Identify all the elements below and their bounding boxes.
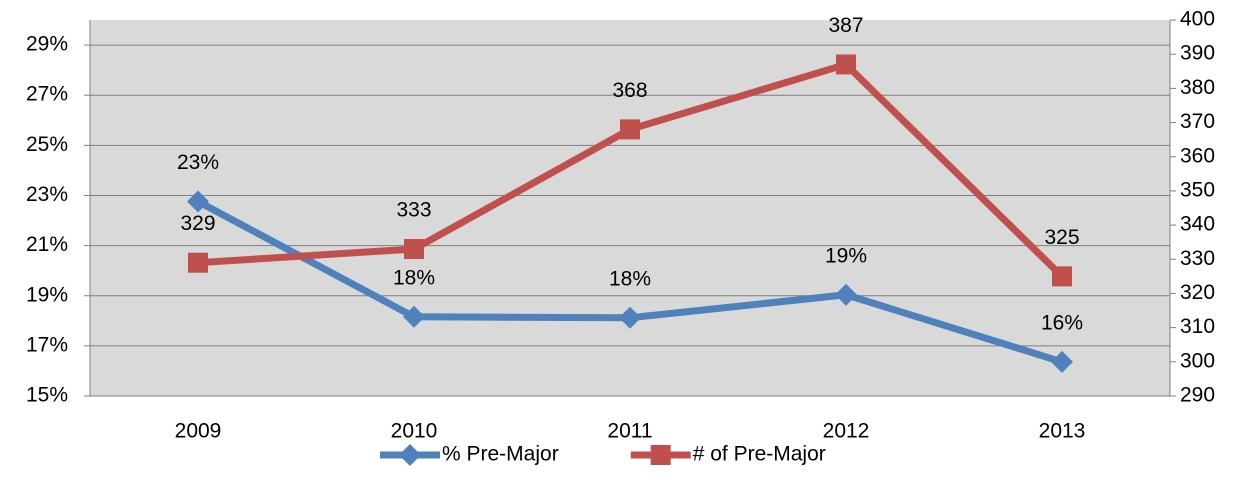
y-tick-label: 23%: [26, 183, 68, 206]
legend-label: % Pre-Major: [442, 443, 559, 466]
data-label: 18%: [393, 266, 435, 289]
x-tick-label: 2011: [607, 420, 652, 443]
x-tick-label: 2013: [1039, 420, 1086, 443]
data-point: [404, 239, 424, 260]
plot-area: [90, 20, 1170, 396]
y2-tick-label: 300: [1180, 349, 1215, 372]
legend-marker: [650, 445, 671, 465]
data-point: [1052, 266, 1072, 287]
y2-tick-label: 400: [1180, 8, 1215, 31]
legend-marker: [399, 444, 421, 466]
y2-tick-label: 310: [1180, 315, 1215, 338]
data-label: 387: [828, 14, 863, 37]
y-tick-label: 25%: [26, 133, 68, 156]
y2-tick-label: 340: [1180, 213, 1215, 236]
data-label: 16%: [1041, 311, 1083, 334]
y2-tick-label: 330: [1180, 247, 1215, 270]
data-label: 333: [396, 199, 431, 222]
data-point: [188, 252, 208, 273]
data-label: 329: [180, 212, 215, 235]
y-tick-label: 15%: [26, 384, 68, 407]
y-tick-label: 21%: [26, 233, 68, 256]
y2-tick-label: 290: [1180, 384, 1215, 407]
y-tick-label: 27%: [26, 83, 68, 106]
data-point: [403, 305, 425, 328]
y2-tick-label: 350: [1180, 178, 1215, 201]
legend-label: # of Pre-Major: [693, 443, 826, 466]
y2-tick-label: 390: [1180, 42, 1215, 65]
data-point: [835, 283, 857, 306]
y2-tick-label: 370: [1180, 110, 1215, 133]
data-point: [619, 306, 641, 329]
x-tick-label: 2009: [175, 420, 222, 443]
data-label: 18%: [609, 267, 651, 290]
data-point: [187, 190, 209, 213]
y2-tick-label: 360: [1180, 144, 1215, 167]
y-tick-label: 29%: [26, 33, 68, 56]
y-tick-label: 17%: [26, 333, 68, 356]
data-point: [1051, 350, 1073, 373]
data-label: 23%: [177, 151, 219, 174]
data-label: 19%: [825, 244, 867, 267]
y2-tick-label: 320: [1180, 281, 1215, 304]
y2-tick-label: 380: [1180, 76, 1215, 99]
data-label: 325: [1044, 226, 1079, 249]
data-point: [836, 54, 856, 75]
x-tick-label: 2010: [391, 420, 438, 443]
data-label: 368: [612, 79, 647, 102]
x-tick-label: 2012: [823, 420, 870, 443]
data-point: [620, 119, 640, 140]
y-tick-label: 19%: [26, 283, 68, 306]
